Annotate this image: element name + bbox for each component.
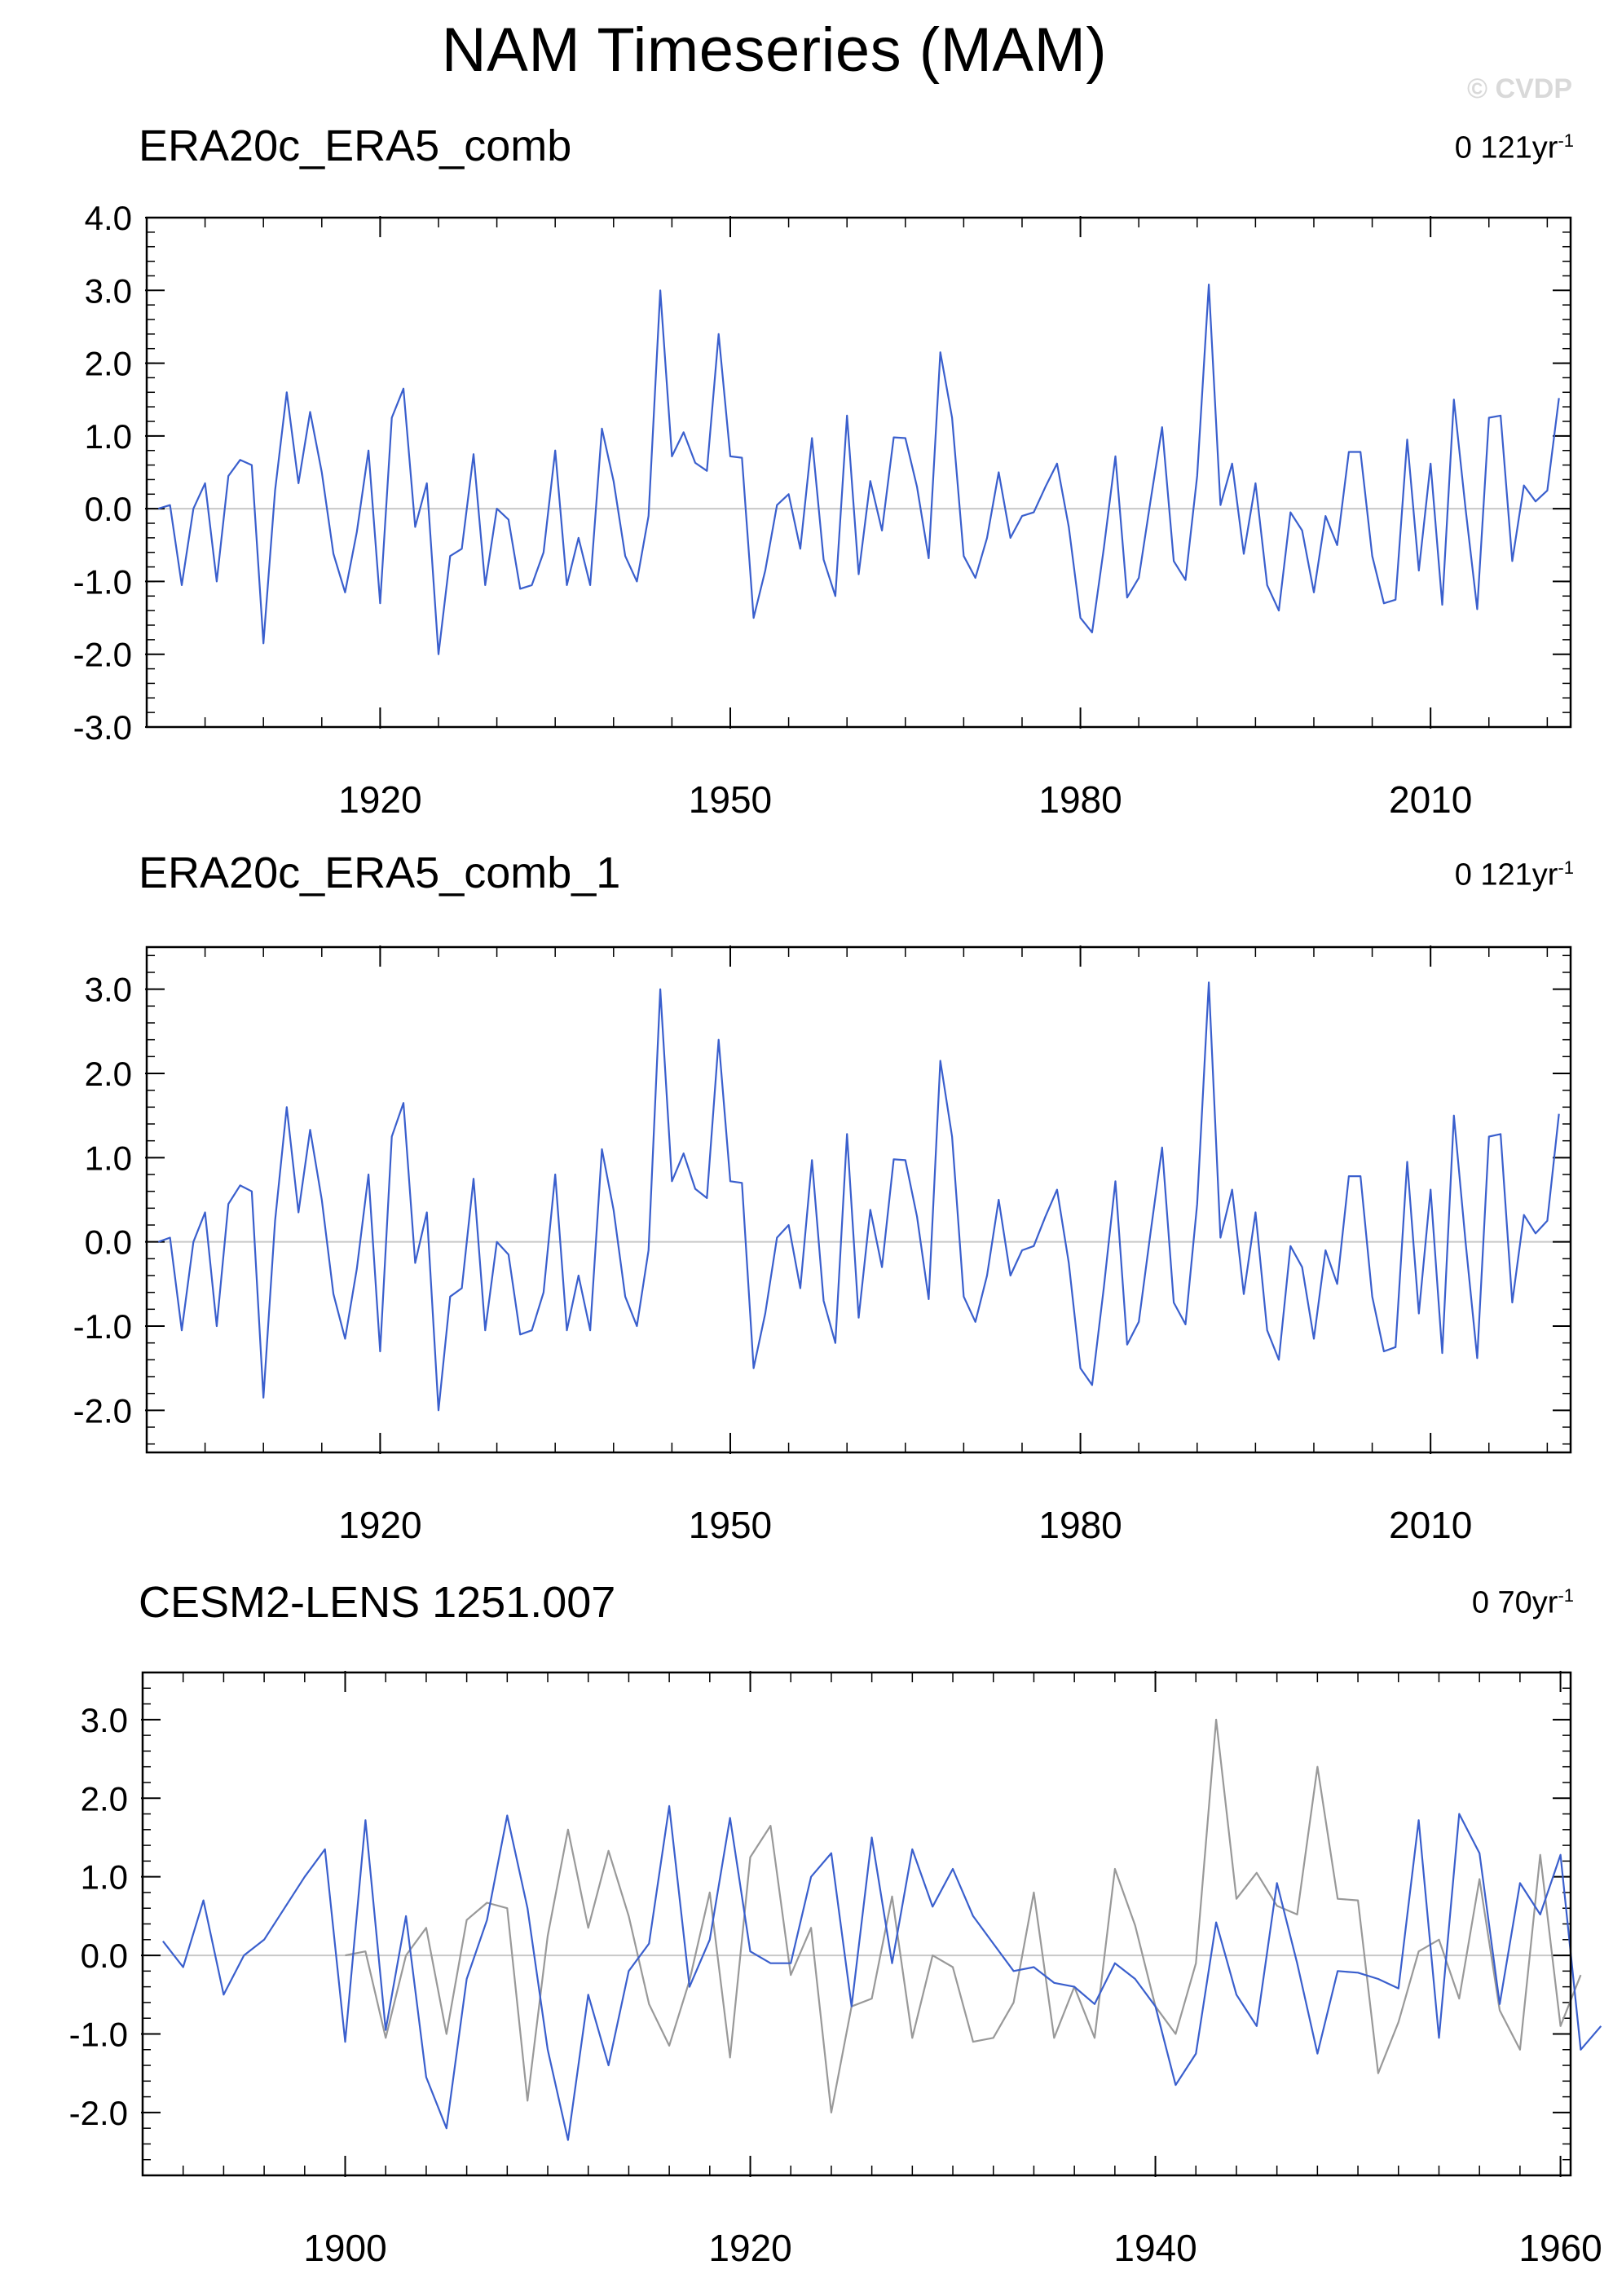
panel-2-title: ERA20c_ERA5_comb_1 [139, 848, 621, 897]
panel-3-x-tick-label: 1960 [1518, 2227, 1602, 2269]
panel-3-series-observations [345, 1718, 1582, 2113]
panel-1-x-tick-label: 1980 [1038, 778, 1122, 821]
panel-1-x-tick-label: 2010 [1389, 778, 1472, 821]
panel-2-trend: 0 121yr-1 [1454, 857, 1574, 892]
panel-2-y-tick-label: -1.0 [73, 1307, 132, 1346]
panel-3-y-tick-label: -1.0 [69, 2015, 128, 2053]
panel-3-series-model [162, 1805, 1602, 2141]
panel-1-series-line [157, 284, 1560, 655]
panel-2-x-tick-label: 1920 [338, 1504, 421, 1546]
figure-title: NAM Timeseries (MAM) [441, 15, 1108, 85]
panel-2-y-tick-label: -2.0 [73, 1391, 132, 1430]
panel-1-y-tick-label: 0.0 [85, 490, 132, 528]
panel-2-x-tick-label: 2010 [1389, 1504, 1472, 1546]
panel-2-y-tick-label: 0.0 [85, 1223, 132, 1262]
panel-3-plot-frame [141, 1671, 1572, 2177]
panel-2-y-tick-label: 2.0 [85, 1055, 132, 1093]
panel-1-x-tick-label: 1950 [689, 778, 772, 821]
panel-3-y-tick-label: 0.0 [81, 1937, 128, 1975]
panel-2-y-tick-label: 3.0 [85, 971, 132, 1009]
panel-1-y-tick-label: 1.0 [85, 417, 132, 456]
panel-2-y-tick-label: 1.0 [85, 1139, 132, 1177]
panel-1-y-tick-label: 3.0 [85, 271, 132, 310]
panel-2-x-tick-label: 1980 [1038, 1504, 1122, 1546]
panel-3-title: CESM2-LENS 1251.007 [139, 1578, 616, 1627]
panel-1-y-tick-label: -2.0 [73, 636, 132, 674]
panel-1-title: ERA20c_ERA5_comb [139, 121, 572, 170]
panel-1-trend: 0 121yr-1 [1454, 130, 1574, 165]
panel-1-x-tick-label: 1920 [338, 778, 421, 821]
panel-2-plot-frame [145, 945, 1572, 1454]
panel-1-y-tick-label: 2.0 [85, 345, 132, 383]
cvdp-watermark: © CVDP [1467, 73, 1572, 104]
panel-3-x-tick-label: 1900 [303, 2227, 386, 2269]
panel-3-y-tick-label: -2.0 [69, 2094, 128, 2132]
panel-3-x-tick-label: 1920 [708, 2227, 791, 2269]
panel-3-x-tick-label: 1940 [1113, 2227, 1197, 2269]
panel-3-y-tick-label: 1.0 [81, 1858, 128, 1897]
panel-1-plot-frame [145, 216, 1572, 729]
panel-2-x-tick-label: 1950 [689, 1504, 772, 1546]
panel-3-y-tick-label: 3.0 [81, 1701, 128, 1739]
panel-1-y-tick-label: 4.0 [85, 199, 132, 237]
panel-2-series-line [157, 981, 1560, 1412]
panel-3-y-tick-label: 2.0 [81, 1779, 128, 1818]
panel-3-trend: 0 70yr-1 [1471, 1585, 1574, 1620]
panel-1-y-tick-label: -3.0 [73, 708, 132, 747]
panel-1-y-tick-label: -1.0 [73, 562, 132, 601]
